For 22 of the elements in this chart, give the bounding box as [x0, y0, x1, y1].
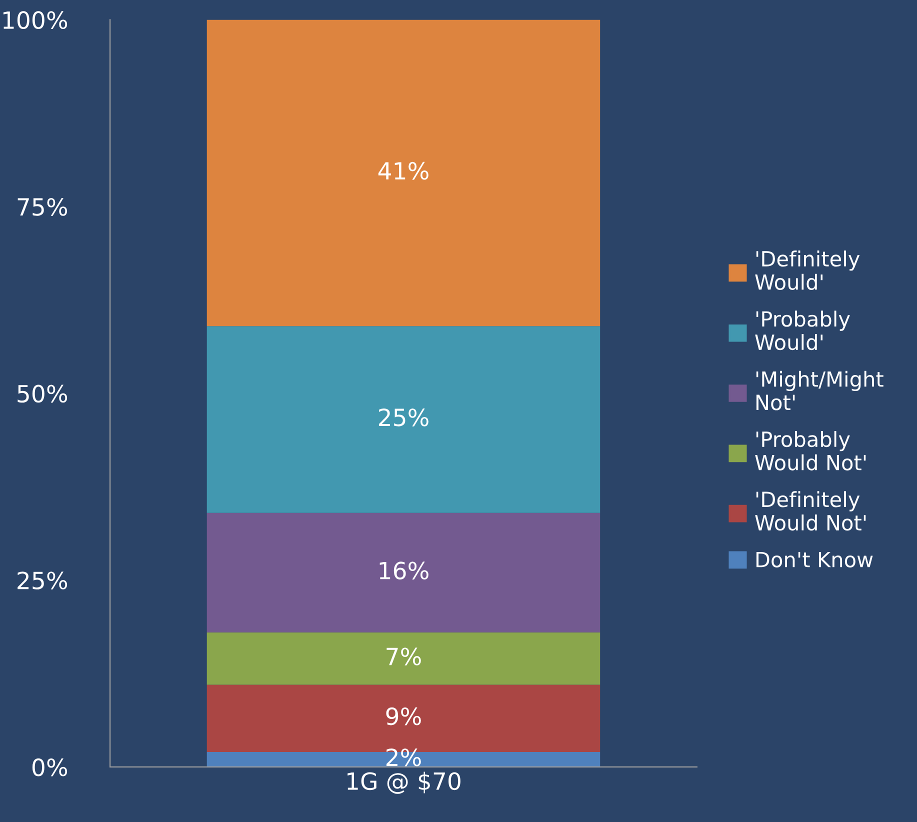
y-tick-label: 25%	[18, 572, 68, 590]
legend-label: Don't Know	[756, 552, 873, 568]
data-label: 7%	[386, 648, 421, 666]
bar	[206, 326, 600, 513]
bar	[206, 20, 600, 326]
y-tick-label: 100%	[3, 11, 68, 30]
y-tick-label: 0%	[32, 758, 68, 776]
x-tick-label: 1G @ $70	[348, 772, 460, 794]
data-label: 41%	[378, 162, 428, 180]
legend-label: 'Probably Would'	[755, 310, 850, 350]
data-label: 9%	[386, 707, 421, 726]
legend-label: 'Probably Would Not'	[755, 431, 866, 470]
bar	[206, 632, 600, 685]
legend-label: 'Definitely Would Not'	[755, 491, 866, 531]
data-label: 25%	[378, 408, 428, 426]
data-label: 2%	[386, 748, 421, 766]
legend-label: 'Might/Might Not'	[756, 370, 884, 410]
y-tick-label: 50%	[18, 384, 68, 403]
data-label: 16%	[380, 562, 428, 580]
y-tick-label: 75%	[18, 198, 68, 216]
legend-label: 'Definitely Would'	[755, 250, 860, 290]
bar	[206, 512, 600, 632]
